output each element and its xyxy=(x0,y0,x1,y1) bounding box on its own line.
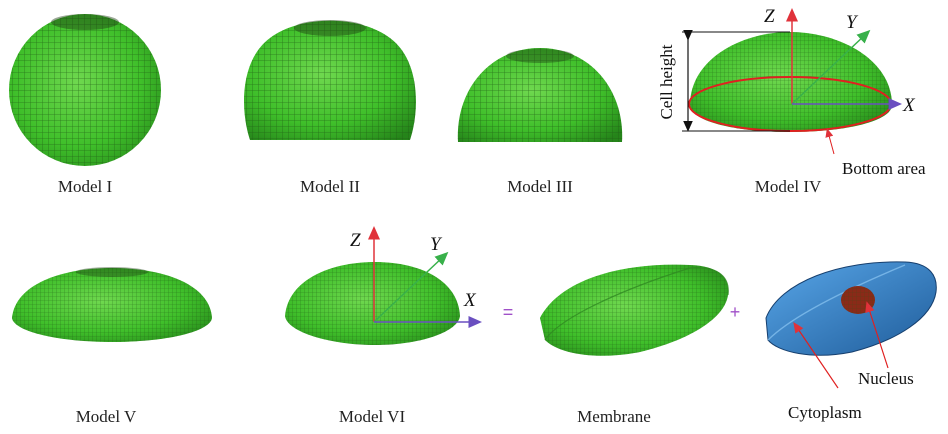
model-2-cell xyxy=(244,20,416,140)
x-axis-label-2: X xyxy=(463,290,477,311)
model-4-caption: Model IV xyxy=(755,177,822,196)
y-axis-label-2: Y xyxy=(430,234,443,255)
model-2-caption: Model II xyxy=(300,177,360,196)
cell-height-label: Cell height xyxy=(657,44,676,119)
model-5-caption: Model V xyxy=(76,407,137,426)
model-3-caption: Model III xyxy=(507,177,573,196)
model-1-cell xyxy=(9,14,161,166)
model-6-cell xyxy=(285,262,460,345)
x-axis-label: X xyxy=(902,95,916,116)
model-6-caption: Model VI xyxy=(339,407,406,426)
membrane-caption: Membrane xyxy=(577,407,651,426)
cell-height-bracket xyxy=(682,30,790,132)
nucleus-pointer xyxy=(865,301,889,369)
cytoplasm-label: Cytoplasm xyxy=(788,403,862,422)
y-axis-arrow xyxy=(791,29,871,105)
nucleus-label: Nucleus xyxy=(858,369,914,388)
z-axis-label: Z xyxy=(764,6,775,27)
model-5-cell xyxy=(12,267,212,342)
bottom-area-pointer xyxy=(825,128,835,155)
y-axis-label: Y xyxy=(846,12,859,33)
nucleus-body xyxy=(841,286,875,314)
plus-sign: + xyxy=(730,302,741,322)
model-3-cell xyxy=(457,48,623,142)
model-1-caption: Model I xyxy=(58,177,113,196)
z-axis-label-2: Z xyxy=(350,230,361,251)
bottom-area-label: Bottom area xyxy=(842,159,926,178)
membrane-shell xyxy=(540,264,729,356)
cytoplasm-pointer xyxy=(793,322,839,389)
model-4-cell xyxy=(688,32,892,132)
equals-sign: = xyxy=(503,302,514,322)
y-axis-arrow-2 xyxy=(373,251,449,323)
